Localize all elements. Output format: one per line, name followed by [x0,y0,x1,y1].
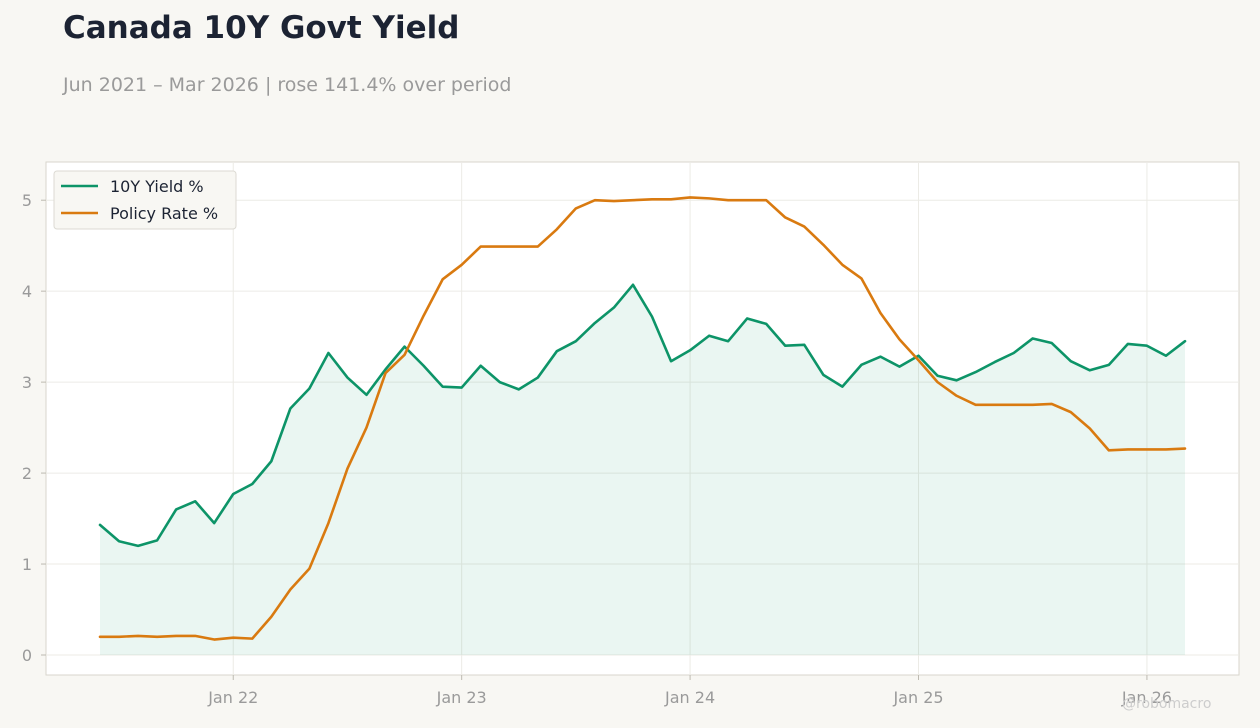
series-lines [98,196,1187,641]
y-tick-label: 2 [22,464,32,483]
legend: 10Y Yield % Policy Rate % [53,170,237,230]
x-tick-label: Jan 23 [436,688,487,707]
x-tick-label: Jan 24 [664,688,715,707]
grid [46,162,1239,675]
x-tick-label: Jan 22 [207,688,258,707]
y-tick-label: 0 [22,646,32,665]
chart-subtitle: Jun 2021 – Mar 2026 | rose 141.4% over p… [63,74,512,96]
plot-area [45,161,1240,676]
area-fills [100,284,1185,655]
x-tick-label: Jan 25 [892,688,943,707]
legend-label-10y-yield: 10Y Yield % [110,177,204,196]
x-axis: Jan 22 Jan 23 Jan 24 Jan 25 Jan 26 [207,675,1172,707]
watermark: @robomacro [1122,696,1212,712]
y-tick-label: 5 [22,191,32,210]
chart-title: Canada 10Y Govt Yield [63,10,460,46]
series-area-10y-yield [100,284,1185,655]
legend-box [53,170,237,230]
y-tick-label: 4 [22,282,32,301]
x-tick-label: Jan 26 [1121,688,1172,707]
y-tick-label: 1 [22,555,32,574]
series-line-10y-yield [98,283,1187,548]
y-axis: 0 1 2 3 4 5 [22,191,46,665]
legend-label-policy-rate: Policy Rate % [110,204,218,223]
y-tick-label: 3 [22,373,32,392]
series-line-policy-rate [98,196,1187,641]
